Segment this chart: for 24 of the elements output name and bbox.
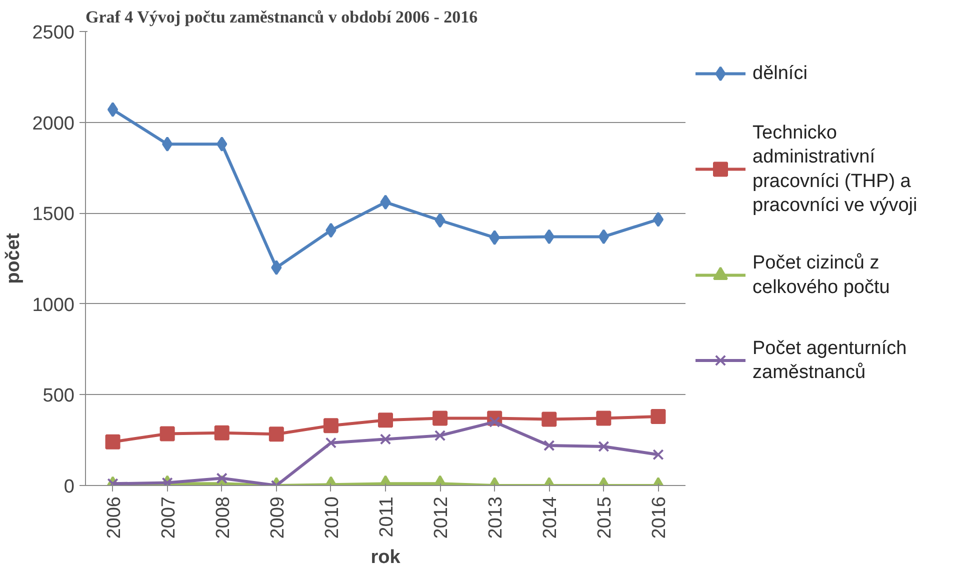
x-tick-label: 2012 — [431, 496, 452, 539]
y-tick-label: 0 — [64, 476, 75, 498]
legend-label: Počet agenturních zaměstnanců — [752, 338, 907, 384]
x-axis-title: rok — [370, 546, 401, 568]
y-tick-label: 2000 — [32, 113, 75, 134]
x-tick-label: 2016 — [649, 496, 670, 539]
y-tick-label: 1500 — [32, 204, 75, 226]
legend-label: dělníci — [752, 63, 808, 84]
x-tick-label: 2011 — [376, 496, 398, 538]
x-tick-label: 2013 — [486, 496, 507, 539]
legend-label: Technicko administrativní pracovníci (THP) a pracovníci ve vývoji — [752, 122, 918, 216]
y-axis-title: počet — [3, 232, 24, 284]
legend-label: Počet cizinců z celkového počtu — [752, 252, 890, 298]
x-tick-label: 2015 — [594, 496, 616, 539]
x-tick-label: 2007 — [158, 496, 180, 539]
x-tick-label: 2006 — [104, 496, 125, 539]
x-tick-label: 2010 — [322, 496, 343, 539]
y-tick-label: 500 — [42, 386, 74, 407]
chart-title: Graf 4 Vývoj počtu zaměstnanců v období 2006 - 2016 — [86, 8, 478, 26]
y-tick-label: 1000 — [32, 294, 75, 316]
y-tick-label: 2500 — [32, 22, 75, 44]
x-tick-label: 2008 — [212, 496, 234, 539]
x-tick-label: 2009 — [267, 496, 288, 539]
x-tick-label: 2014 — [540, 496, 562, 539]
